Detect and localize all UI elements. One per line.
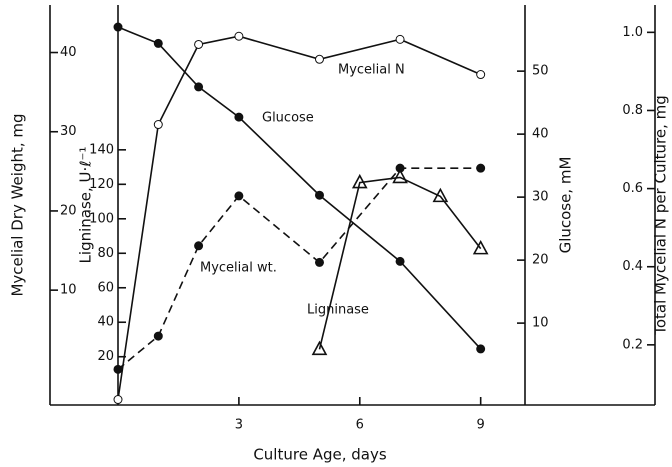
- y2-axis-label: Ligninase, U·ℓ⁻¹: [77, 147, 95, 264]
- y4-tick-label: 0.4: [622, 259, 643, 274]
- y2-tick-label: 60: [97, 280, 114, 295]
- marker: [395, 256, 405, 266]
- y2-tick-label: 40: [97, 315, 114, 330]
- series-label: Mycelial N: [338, 63, 405, 78]
- x-tick-label: 9: [477, 418, 485, 433]
- series-line: [117, 26, 482, 350]
- y2-tick-label: 120: [89, 177, 114, 192]
- marker: [395, 163, 405, 173]
- y-tick-label: 20: [60, 203, 77, 218]
- y2-tick-label: 140: [89, 142, 114, 157]
- y-axis-label: Mycelial Dry Weight, mg: [9, 113, 27, 296]
- marker: [113, 395, 123, 405]
- x-tick-label: 6: [356, 418, 364, 433]
- marker: [476, 70, 486, 80]
- y-tick-label: 30: [60, 124, 77, 139]
- marker: [395, 34, 405, 44]
- y3-tick-label: 30: [532, 190, 549, 205]
- y-tick-label: 10: [60, 283, 77, 298]
- marker: [234, 112, 244, 122]
- marker: [153, 38, 163, 48]
- series-label: Ligninase: [307, 303, 369, 318]
- x-tick-label: 3: [235, 418, 243, 433]
- series-line: [117, 35, 481, 400]
- marker: [153, 331, 163, 341]
- marker: [432, 187, 449, 203]
- y4-tick-label: 0.8: [622, 103, 643, 118]
- marker: [472, 239, 489, 255]
- marker: [234, 31, 244, 41]
- y3-tick-label: 40: [532, 127, 549, 142]
- series-line: [318, 176, 482, 350]
- marker: [314, 190, 324, 200]
- y-tick-label: 40: [60, 45, 77, 60]
- y2-tick-label: 20: [97, 349, 114, 364]
- marker: [476, 163, 486, 173]
- marker: [476, 344, 486, 354]
- y4-axis-label: Total Mycelial N per Culture, mg: [652, 95, 670, 336]
- marker: [351, 173, 368, 189]
- y3-tick-label: 10: [532, 316, 549, 331]
- marker: [194, 39, 204, 49]
- marker: [314, 257, 324, 267]
- series-label: Glucose: [262, 111, 314, 126]
- y3-tick-label: 50: [532, 64, 549, 79]
- marker: [311, 340, 328, 356]
- y3-tick-label: 20: [532, 253, 549, 268]
- series-line: [117, 167, 481, 370]
- y4-tick-label: 0.6: [622, 181, 643, 196]
- marker: [113, 364, 123, 374]
- marker: [194, 241, 204, 251]
- marker: [392, 168, 408, 184]
- y2-tick-label: 100: [89, 211, 114, 226]
- y3-axis-label: Glucose, mM: [557, 157, 575, 254]
- marker: [314, 54, 324, 64]
- y4-tick-label: 0.2: [622, 337, 643, 352]
- marker: [113, 22, 123, 32]
- y2-tick-label: 80: [97, 246, 114, 261]
- y4-tick-label: 1.0: [622, 25, 643, 40]
- series-label: Mycelial wt.: [200, 261, 277, 276]
- x-axis-label: Culture Age, days: [253, 446, 387, 464]
- marker: [234, 191, 244, 201]
- marker: [153, 120, 163, 130]
- marker: [194, 82, 204, 92]
